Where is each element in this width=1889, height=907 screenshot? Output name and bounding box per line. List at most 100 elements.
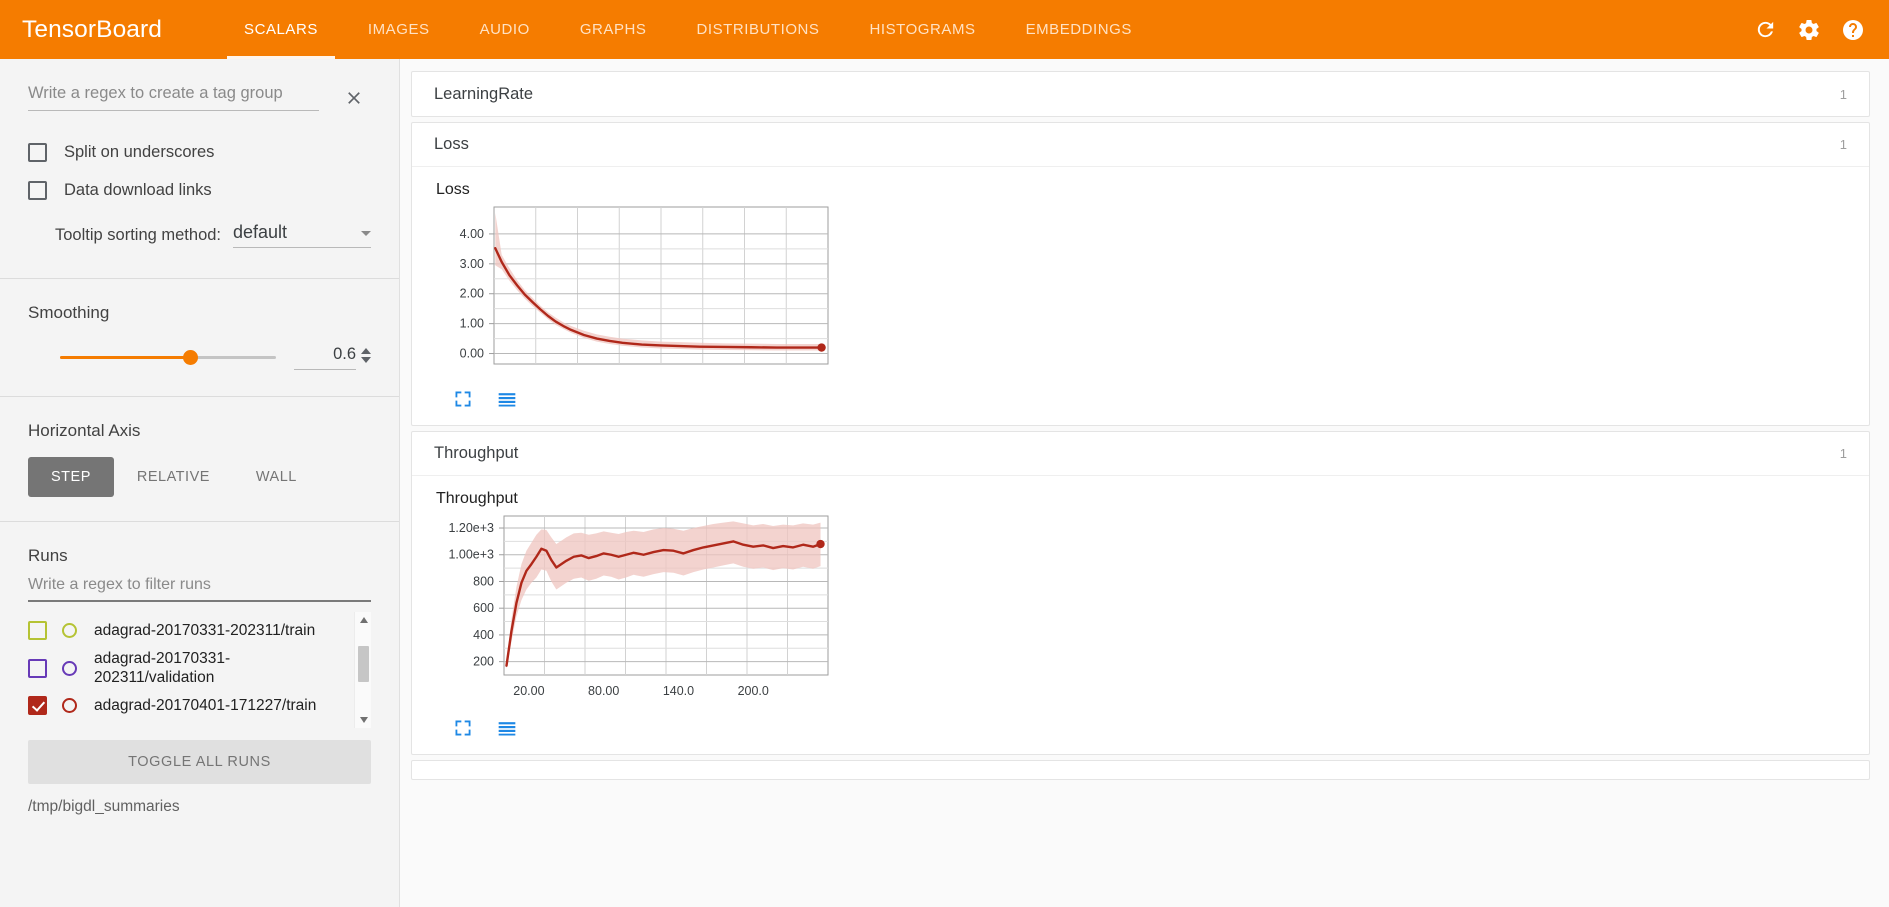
stepper-up-icon[interactable] [361, 348, 371, 354]
scrollbar-thumb[interactable] [358, 646, 369, 682]
chart-actions-loss [436, 383, 1869, 425]
run-checkbox[interactable] [28, 658, 47, 678]
header-actions [1743, 0, 1875, 59]
tag-regex-input[interactable] [28, 84, 319, 111]
tab-histograms-label: HISTOGRAMS [869, 21, 976, 38]
gear-icon[interactable] [1787, 8, 1831, 52]
checkbox-box [28, 142, 47, 162]
chart-title-throughput: Throughput [436, 490, 518, 507]
card-count: 1 [1839, 86, 1847, 102]
chart-throughput[interactable]: 1.20e+3 1.00e+3 800 600 400 200 20.00 80.00 140.… [436, 512, 1869, 712]
scroll-down-icon[interactable] [355, 712, 371, 728]
horizontal-axis-heading: Horizontal Axis [28, 421, 141, 440]
slider-knob[interactable] [182, 350, 198, 365]
tooltip-sorting-value: default [233, 222, 288, 242]
scroll-up-icon[interactable] [355, 612, 371, 628]
run-label: adagrad-20170401-171227/train [94, 697, 317, 714]
checkbox-data-download-links[interactable]: Data download links [28, 171, 399, 209]
tooltip-sorting-select[interactable]: default [233, 222, 371, 248]
card-count: 1 [1839, 446, 1847, 461]
fit-icon[interactable] [453, 718, 475, 740]
checkbox-split-on-underscores[interactable]: Split on underscores [28, 133, 399, 171]
tab-audio-label: AUDIO [479, 21, 530, 38]
svg-text:800: 800 [473, 574, 494, 588]
card-header-throughput[interactable]: Throughput 1 [412, 432, 1869, 476]
main-nav: SCALARS IMAGES AUDIO GRAPHS DISTRIBUTION… [219, 0, 1157, 59]
card-throughput: Throughput 1 Throughput 1.20e+3 1.00e+3 80… [411, 431, 1870, 755]
tab-distributions[interactable]: DISTRIBUTIONS [671, 0, 844, 59]
tab-scalars[interactable]: SCALARS [219, 0, 343, 59]
axis-button-relative[interactable]: RELATIVE [136, 469, 210, 485]
checkbox-label: Data download links [64, 180, 212, 199]
data-table-icon[interactable] [497, 389, 519, 411]
app-header: TensorBoard SCALARS IMAGES AUDIO GRAPHS … [0, 0, 1889, 59]
chevron-down-icon [361, 231, 371, 236]
stepper-down-icon[interactable] [361, 357, 371, 363]
tab-embeddings[interactable]: EMBEDDINGS [1001, 0, 1157, 59]
run-label: adagrad-20170331-202311/validation [94, 650, 231, 686]
svg-text:1.00: 1.00 [460, 317, 484, 331]
chart-svg-throughput[interactable]: 1.20e+3 1.00e+3 800 600 400 200 20.00 80.00 140.… [436, 512, 836, 707]
checkbox-label: Split on underscores [64, 142, 215, 161]
card-next-partial [411, 760, 1870, 780]
run-item-2[interactable]: adagrad-20170401-171227/train [28, 687, 371, 724]
card-header-loss[interactable]: Loss 1 [412, 123, 1869, 167]
run-checkbox[interactable] [28, 621, 47, 640]
divider [0, 396, 399, 397]
logdir-path: /tmp/bigdl_summaries [28, 798, 180, 815]
horizontal-axis-buttons: STEP RELATIVE WALL [28, 457, 399, 497]
svg-text:200: 200 [473, 655, 494, 669]
chart-svg-loss[interactable]: 4.00 3.00 2.00 1.00 0.00 [436, 203, 836, 378]
tab-audio[interactable]: AUDIO [455, 0, 555, 59]
data-table-icon[interactable] [497, 718, 519, 740]
run-filter-input[interactable]: Write a regex to filter runs [28, 576, 371, 602]
main-content: LearningRate 1 Loss 1 Loss 4.00 3.00 2.00 1… [400, 59, 1889, 907]
tooltip-sorting-label: Tooltip sorting method: [55, 226, 222, 244]
divider [0, 278, 399, 279]
run-color-circle-icon [62, 623, 77, 638]
tab-graphs[interactable]: GRAPHS [555, 0, 672, 59]
run-color-circle-icon [62, 698, 77, 713]
smoothing-stepper[interactable] [361, 348, 371, 363]
card-learningrate: LearningRate 1 [411, 71, 1870, 117]
tab-graphs-label: GRAPHS [579, 21, 647, 38]
smoothing-value[interactable]: 0.6 [294, 345, 356, 370]
run-item-1[interactable]: adagrad-20170331-202311/validation [28, 649, 371, 687]
axis-button-step[interactable]: STEP [28, 457, 114, 497]
run-item-0[interactable]: adagrad-20170331-202311/train [28, 612, 371, 649]
toggle-all-runs-button[interactable]: TOGGLE ALL RUNS [28, 740, 371, 784]
svg-text:2.00: 2.00 [460, 287, 484, 301]
card-count: 1 [1839, 137, 1847, 152]
run-label: adagrad-20170331-202311/train [94, 622, 316, 639]
help-icon[interactable] [1831, 8, 1875, 52]
sidebar: Split on underscores Data download links… [0, 59, 400, 907]
smoothing-heading: Smoothing [28, 303, 110, 322]
card-title: LearningRate [434, 84, 534, 103]
svg-text:200.0: 200.0 [738, 684, 769, 698]
svg-text:140.0: 140.0 [663, 684, 694, 698]
tab-distributions-label: DISTRIBUTIONS [696, 21, 820, 38]
svg-text:20.00: 20.00 [513, 684, 544, 698]
app-title: TensorBoard [22, 15, 163, 43]
card-loss: Loss 1 Loss 4.00 3.00 2.00 1.00 0.00 [411, 122, 1870, 426]
runs-scrollbar[interactable] [354, 612, 371, 728]
run-checkbox[interactable] [28, 696, 47, 715]
tab-histograms[interactable]: HISTOGRAMS [844, 0, 1000, 59]
axis-button-wall[interactable]: WALL [255, 469, 297, 485]
tab-images[interactable]: IMAGES [343, 0, 455, 59]
chart-title-loss: Loss [436, 181, 470, 198]
close-icon[interactable] [337, 81, 371, 115]
smoothing-slider[interactable] [60, 350, 276, 365]
svg-text:1.20e+3: 1.20e+3 [448, 521, 494, 535]
tab-images-label: IMAGES [367, 21, 430, 38]
divider [0, 521, 399, 522]
card-title: Throughput [434, 444, 519, 462]
card-title: Loss [434, 135, 469, 153]
chart-body-throughput: Throughput 1.20e+3 1.00e+3 800 600 400 200 20.… [412, 476, 1869, 754]
tab-scalars-label: SCALARS [244, 21, 318, 38]
card-header-learningrate[interactable]: LearningRate 1 [412, 72, 1869, 116]
chart-loss[interactable]: 4.00 3.00 2.00 1.00 0.00 [436, 203, 1869, 383]
refresh-icon[interactable] [1743, 8, 1787, 52]
fit-icon[interactable] [453, 389, 475, 411]
tooltip-sorting-row: Tooltip sorting method: default [28, 222, 371, 248]
